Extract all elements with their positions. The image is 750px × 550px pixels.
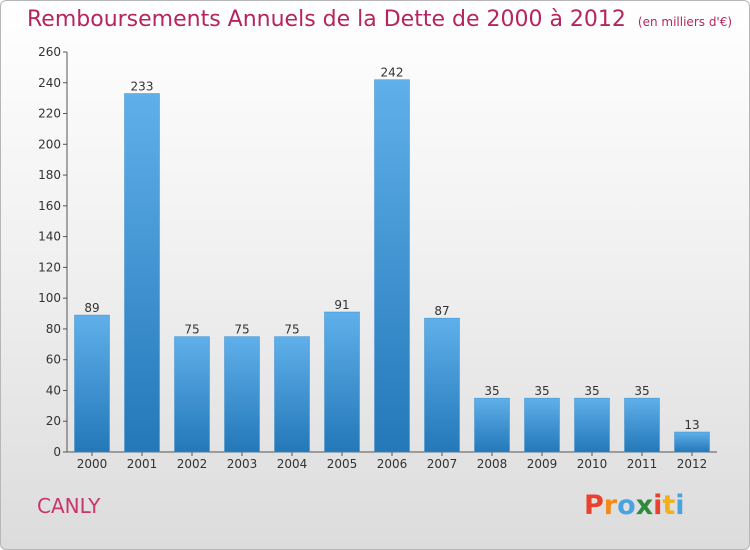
- data-label-2000: 89: [84, 301, 99, 315]
- y-tick-label: 260: [38, 45, 61, 59]
- y-tick-label: 20: [46, 414, 61, 428]
- x-tick-label-2010: 2010: [577, 457, 608, 471]
- bar-2006: [374, 79, 410, 453]
- bar-2007: [424, 317, 460, 453]
- x-tick-label-2009: 2009: [527, 457, 558, 471]
- town-name: CANLY: [37, 494, 101, 518]
- y-tick-label: 100: [38, 291, 61, 305]
- y-tick-label: 40: [46, 383, 61, 397]
- bar-2009: [524, 397, 560, 453]
- bar-2004: [274, 336, 310, 453]
- logo-letter: t: [662, 490, 676, 521]
- data-label-2009: 35: [534, 384, 549, 398]
- x-tick-label-2002: 2002: [177, 457, 208, 471]
- data-label-2005: 91: [334, 298, 349, 312]
- data-label-2002: 75: [184, 323, 199, 337]
- data-label-2001: 233: [131, 80, 154, 94]
- data-label-2007: 87: [434, 304, 449, 318]
- logo-letter: o: [617, 490, 636, 521]
- unit-note: (en milliers d'€): [637, 15, 733, 29]
- x-tick-label-2005: 2005: [327, 457, 358, 471]
- logo-letter: x: [635, 490, 654, 521]
- x-tick-label-2011: 2011: [627, 457, 658, 471]
- y-tick-label: 120: [38, 260, 61, 274]
- bar-2008: [474, 397, 510, 453]
- logo-letter: i: [675, 490, 685, 521]
- bar-2011: [624, 397, 660, 453]
- data-label-2006: 242: [381, 66, 404, 80]
- x-tick-label-2004: 2004: [277, 457, 308, 471]
- bar-2010: [574, 397, 610, 453]
- x-tick-label-2000: 2000: [77, 457, 108, 471]
- y-tick-label: 0: [53, 445, 61, 459]
- y-tick-label: 200: [38, 137, 61, 151]
- data-label-2011: 35: [634, 384, 649, 398]
- bar-2012: [674, 431, 710, 453]
- data-label-2003: 75: [234, 323, 249, 337]
- axes: 0 20 40 60 80 100 120 140 160 180 200 220 240 260 2000…: [38, 45, 717, 471]
- x-tick-label-2001: 2001: [127, 457, 158, 471]
- data-labels: 89 233 75 75 75 91 242 87 35 35 35 35 13: [84, 66, 699, 432]
- proxiti-logo: Proxiti: [584, 490, 685, 521]
- y-tick-label: 220: [38, 107, 61, 121]
- y-tick-label: 160: [38, 199, 61, 213]
- chart-title: Remboursements Annuels de la Dette de 20…: [27, 7, 732, 32]
- y-tick-label: 80: [46, 322, 61, 336]
- bar-2001: [124, 93, 160, 453]
- data-label-2008: 35: [484, 384, 499, 398]
- y-tick-label: 140: [38, 230, 61, 244]
- bar-2000: [74, 314, 110, 453]
- data-label-2004: 75: [284, 323, 299, 337]
- y-tick-label: 180: [38, 168, 61, 182]
- x-tick-label-2012: 2012: [677, 457, 708, 471]
- logo-letter: r: [603, 490, 618, 521]
- x-tick-label-2006: 2006: [377, 457, 408, 471]
- x-tick-label-2007: 2007: [427, 457, 458, 471]
- title-text: Remboursements Annuels de la Dette de 20…: [27, 7, 626, 32]
- data-label-2010: 35: [584, 384, 599, 398]
- logo-letter: i: [653, 490, 663, 521]
- data-label-2012: 13: [684, 418, 699, 432]
- y-tick-label: 60: [46, 353, 61, 367]
- bar-2002: [174, 336, 210, 453]
- bars: [74, 79, 710, 453]
- logo-letter: P: [584, 490, 604, 521]
- y-tick-label: 240: [38, 76, 61, 90]
- bar-2003: [224, 336, 260, 453]
- bar-2005: [324, 311, 360, 453]
- x-tick-label-2003: 2003: [227, 457, 258, 471]
- x-tick-label-2008: 2008: [477, 457, 508, 471]
